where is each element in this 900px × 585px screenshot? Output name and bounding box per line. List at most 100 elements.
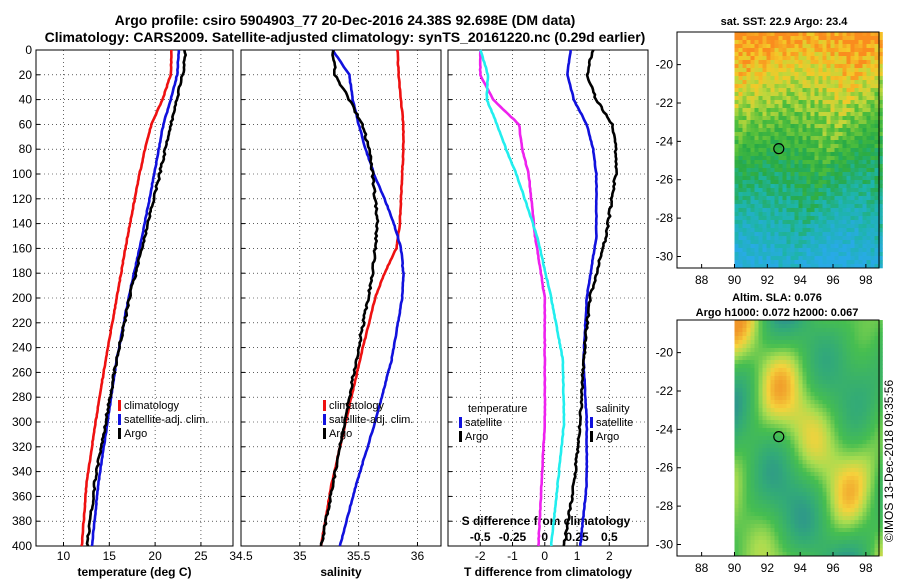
map-cell xyxy=(838,228,843,233)
map-cell xyxy=(870,204,875,209)
map-cell xyxy=(838,476,843,481)
map-cell xyxy=(818,148,823,153)
map-cell xyxy=(850,128,855,133)
map-cell xyxy=(878,404,883,409)
map-cell xyxy=(734,488,739,493)
map-cell xyxy=(826,408,831,413)
map-cell xyxy=(854,176,859,181)
map-cell xyxy=(742,384,747,389)
map-cell xyxy=(802,460,807,465)
map-cell xyxy=(802,488,807,493)
map-cell xyxy=(866,328,871,333)
map-cell xyxy=(750,348,755,353)
map-cell xyxy=(850,336,855,341)
map-cell xyxy=(862,408,867,413)
map-cell xyxy=(758,128,763,133)
map-cell xyxy=(818,520,823,525)
map-cell xyxy=(866,468,871,473)
map-cell xyxy=(798,104,803,109)
map-cell xyxy=(870,536,875,541)
map-cell xyxy=(790,76,795,81)
map-cell xyxy=(750,484,755,489)
map-cell xyxy=(790,464,795,469)
map-cell xyxy=(858,192,863,197)
map-cell xyxy=(850,160,855,165)
map-cell xyxy=(830,400,835,405)
map-cell xyxy=(878,412,883,417)
map-cell xyxy=(830,164,835,169)
map-cell xyxy=(770,348,775,353)
map-cell xyxy=(802,200,807,205)
map-cell xyxy=(762,496,767,501)
map-cell xyxy=(758,76,763,81)
map-cell xyxy=(822,512,827,517)
map-cell xyxy=(822,444,827,449)
map-cell xyxy=(854,64,859,69)
map-cell xyxy=(862,44,867,49)
map-cell xyxy=(746,440,751,445)
map-cell xyxy=(842,236,847,241)
map-cell xyxy=(782,476,787,481)
map-cell xyxy=(854,100,859,105)
map-cell xyxy=(854,456,859,461)
map-cell xyxy=(870,320,875,325)
map-cell xyxy=(866,108,871,113)
map-cell xyxy=(758,408,763,413)
map-cell xyxy=(742,500,747,505)
map-cell xyxy=(762,204,767,209)
map-cell xyxy=(806,236,811,241)
map-cell xyxy=(814,248,819,253)
map-cell xyxy=(806,44,811,49)
map-cell xyxy=(770,36,775,41)
map-cell xyxy=(854,528,859,533)
map-cell xyxy=(786,100,791,105)
map-cell xyxy=(870,100,875,105)
map-cells xyxy=(734,320,883,557)
map-cell xyxy=(762,388,767,393)
map-cell xyxy=(834,544,839,549)
map-cell xyxy=(838,116,843,121)
legend-label-satellite: satellite-adj. clim. xyxy=(329,414,413,426)
map-cell xyxy=(742,104,747,109)
map-cell xyxy=(842,492,847,497)
map-cell xyxy=(802,328,807,333)
map-cell xyxy=(734,176,739,181)
map-y-tick-label: -26 xyxy=(656,461,674,475)
map-cell xyxy=(774,412,779,417)
map-cell xyxy=(758,168,763,173)
map-cell xyxy=(774,204,779,209)
map-cell xyxy=(774,352,779,357)
map-cell xyxy=(830,92,835,97)
map-cell xyxy=(766,260,771,265)
map-cell xyxy=(802,472,807,477)
map-cell xyxy=(790,492,795,497)
map-cell xyxy=(802,260,807,265)
map-cell xyxy=(830,208,835,213)
map-cell xyxy=(854,508,859,513)
map-cell xyxy=(786,524,791,529)
map-cell xyxy=(778,432,783,437)
map-cell xyxy=(862,500,867,505)
map-cell xyxy=(858,156,863,161)
map-cell xyxy=(786,64,791,69)
map-cell xyxy=(830,448,835,453)
map-cell xyxy=(774,48,779,53)
map-cell xyxy=(866,64,871,69)
map-cell xyxy=(822,392,827,397)
map-cell xyxy=(818,468,823,473)
map-cell xyxy=(858,528,863,533)
map-cell xyxy=(790,484,795,489)
map-cell xyxy=(870,164,875,169)
map-cell xyxy=(822,40,827,45)
map-cell xyxy=(810,400,815,405)
map-cell xyxy=(746,476,751,481)
map-cell xyxy=(778,356,783,361)
map-cell xyxy=(834,192,839,197)
map-cell xyxy=(818,412,823,417)
map-cell xyxy=(806,248,811,253)
map-cell xyxy=(742,52,747,57)
map-cell xyxy=(838,332,843,337)
map-cell xyxy=(838,156,843,161)
map-cell xyxy=(874,472,879,477)
map-cell xyxy=(778,68,783,73)
